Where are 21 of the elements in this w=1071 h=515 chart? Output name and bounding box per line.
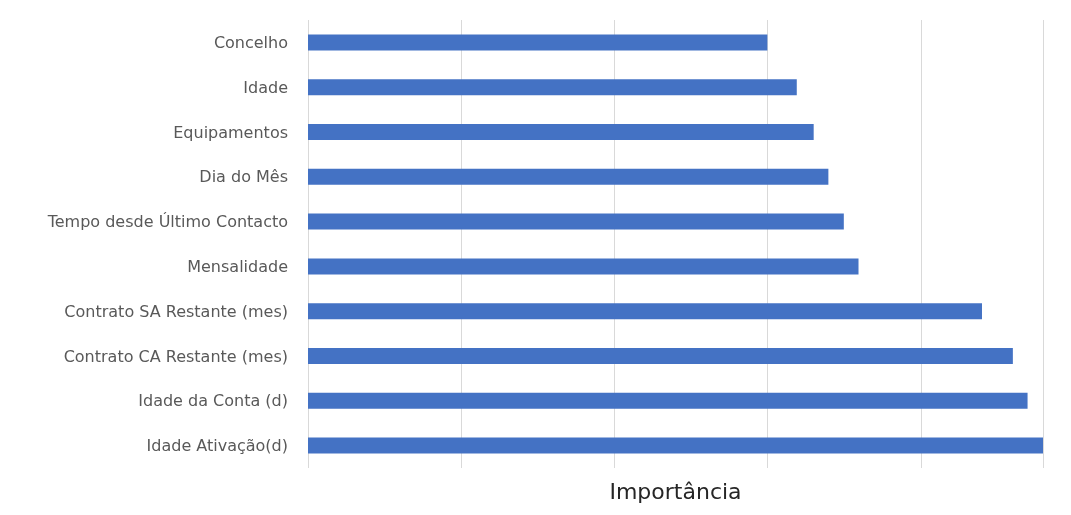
y-tick-label: Idade Ativação(d) <box>146 436 288 456</box>
bar <box>308 79 797 96</box>
bar <box>308 392 1028 409</box>
y-tick-label: Dia do Mês <box>199 167 288 187</box>
y-tick-label: Contrato SA Restante (mes) <box>64 301 288 321</box>
bar <box>308 348 1013 364</box>
bar <box>308 437 1043 454</box>
y-tick-label: Idade <box>243 77 288 97</box>
bar <box>308 124 814 140</box>
y-tick-label: Idade da Conta (d) <box>138 391 288 411</box>
bar <box>308 303 982 320</box>
y-tick-label: Contrato CA Restante (mes) <box>63 346 288 366</box>
bar <box>308 168 829 185</box>
y-tick-label: Mensalidade <box>187 256 288 276</box>
y-tick-label: Tempo desde Último Contacto <box>46 212 288 232</box>
y-tick-label: Equipamentos <box>173 122 288 142</box>
x-axis-title: Importância <box>609 478 742 504</box>
bar <box>308 213 844 230</box>
bar <box>308 258 859 275</box>
bar <box>308 34 768 51</box>
y-tick-label: Concelho <box>213 32 288 52</box>
